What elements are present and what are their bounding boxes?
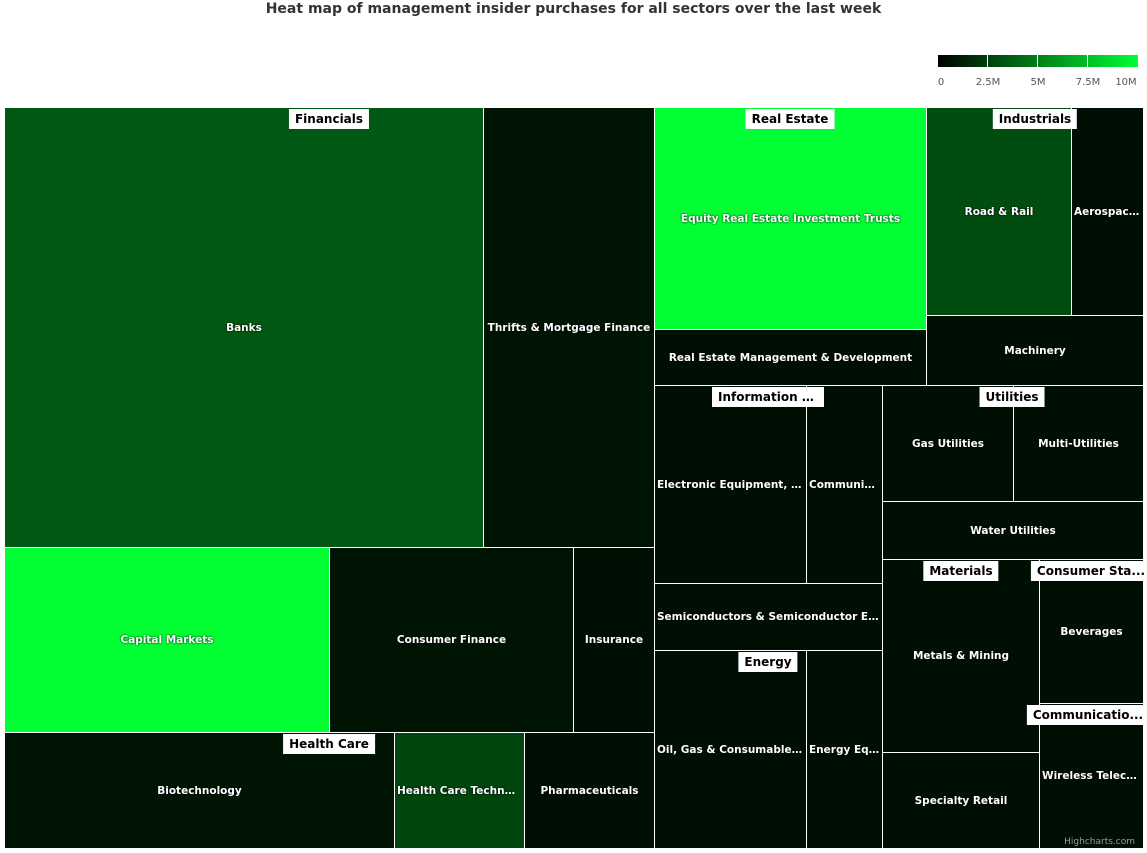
treemap-cell[interactable]: Machinery bbox=[926, 315, 1144, 386]
cell-label: Banks bbox=[226, 321, 262, 334]
cell-label: Metals & Mining bbox=[912, 650, 1010, 662]
treemap-cell[interactable]: Pharmaceuticals bbox=[524, 732, 655, 849]
cell-label: Thrifts & Mortgage Finance bbox=[487, 321, 651, 334]
legend-tick: 0 bbox=[937, 77, 945, 88]
cell-label: Wireless Teleco... bbox=[1042, 770, 1143, 782]
cell-label: Pharmaceuticals bbox=[540, 784, 639, 797]
cell-label: Machinery bbox=[1004, 344, 1066, 357]
cell-label: Semiconductors & Semiconductor Equ... bbox=[657, 611, 882, 623]
sector-label[interactable]: Energy bbox=[738, 652, 798, 672]
treemap-cell[interactable]: Thrifts & Mortgage Finance bbox=[483, 107, 655, 548]
treemap-cell[interactable]: Road & Rail bbox=[926, 107, 1072, 316]
sector-label[interactable]: Industrials bbox=[992, 109, 1078, 129]
legend-tick: 5M bbox=[1030, 77, 1046, 88]
cell-label: Capital Markets bbox=[120, 634, 214, 646]
cell-label: Consumer Finance bbox=[396, 634, 507, 646]
treemap-cell[interactable]: Specialty Retail bbox=[882, 752, 1040, 849]
cell-label: Oil, Gas & Consumable F... bbox=[657, 743, 806, 756]
sector-label[interactable]: Real Estate bbox=[745, 109, 835, 129]
sector-label[interactable]: Health Care bbox=[283, 734, 375, 754]
sector-label[interactable]: Consumer Sta... bbox=[1030, 561, 1147, 581]
treemap-cell[interactable]: Banks bbox=[4, 107, 484, 548]
legend-tick: 10M bbox=[1115, 77, 1137, 88]
cell-label: Insurance bbox=[584, 634, 644, 646]
treemap-cell[interactable]: Semiconductors & Semiconductor Equ... bbox=[654, 583, 883, 651]
cell-label: Communic... bbox=[809, 478, 882, 491]
treemap-cell[interactable]: Beverages bbox=[1039, 559, 1144, 704]
treemap-cell[interactable]: Insurance bbox=[573, 547, 655, 733]
cell-label: Road & Rail bbox=[964, 205, 1034, 218]
legend-tick: 7.5M bbox=[1075, 77, 1101, 88]
legend-separator bbox=[987, 55, 988, 67]
legend-tick: 2.5M bbox=[975, 77, 1001, 88]
color-legend-bar bbox=[938, 55, 1138, 67]
treemap-cell[interactable]: Water Utilities bbox=[882, 501, 1144, 560]
cell-label: Real Estate Management & Development bbox=[668, 351, 913, 364]
cell-label: Beverages bbox=[1060, 625, 1123, 638]
treemap-cell[interactable]: Real Estate Management & Development bbox=[654, 329, 927, 386]
sector-label[interactable]: Materials bbox=[923, 561, 999, 581]
treemap-cell[interactable]: Health Care Technol... bbox=[394, 732, 525, 849]
treemap-cell[interactable]: Capital Markets bbox=[4, 547, 330, 733]
sector-label[interactable]: Information Technology bbox=[712, 387, 824, 407]
cell-label: Electronic Equipment, In... bbox=[657, 478, 806, 491]
treemap-cell[interactable]: Metals & Mining bbox=[882, 559, 1040, 753]
treemap-cell[interactable]: Consumer Finance bbox=[329, 547, 574, 733]
sector-label[interactable]: Utilities bbox=[979, 387, 1045, 407]
treemap-cell[interactable]: Oil, Gas & Consumable F... bbox=[654, 650, 807, 849]
cell-label: Energy Equ... bbox=[809, 743, 882, 756]
treemap-cell[interactable]: Equity Real Estate Investment Trusts bbox=[654, 107, 927, 330]
sector-label[interactable]: Financials bbox=[288, 109, 370, 129]
highcharts-credit[interactable]: Highcharts.com bbox=[1064, 837, 1135, 847]
treemap-cell[interactable]: Aerospace... bbox=[1071, 107, 1144, 316]
cell-label: Specialty Retail bbox=[914, 794, 1008, 807]
chart-title: Heat map of management insider purchases… bbox=[265, 1, 882, 17]
cell-label: Health Care Technol... bbox=[397, 784, 524, 797]
cell-label: Gas Utilities bbox=[912, 437, 984, 450]
treemap-cell[interactable]: Energy Equ... bbox=[806, 650, 883, 849]
cell-label: Aerospace... bbox=[1074, 205, 1143, 218]
cell-label: Biotechnology bbox=[157, 784, 242, 797]
treemap-cell[interactable]: Electronic Equipment, In... bbox=[654, 385, 807, 584]
treemap-cell[interactable]: Wireless Teleco... bbox=[1039, 703, 1144, 849]
cell-label: Equity Real Estate Investment Trusts bbox=[680, 212, 901, 225]
legend-separator bbox=[1087, 55, 1088, 67]
cell-label: Multi-Utilities bbox=[1038, 437, 1119, 450]
legend-separator bbox=[1037, 55, 1038, 67]
cell-label: Water Utilities bbox=[970, 524, 1056, 537]
sector-label[interactable]: Communicatio... bbox=[1026, 705, 1147, 725]
treemap-cell[interactable]: Communic... bbox=[806, 385, 883, 584]
